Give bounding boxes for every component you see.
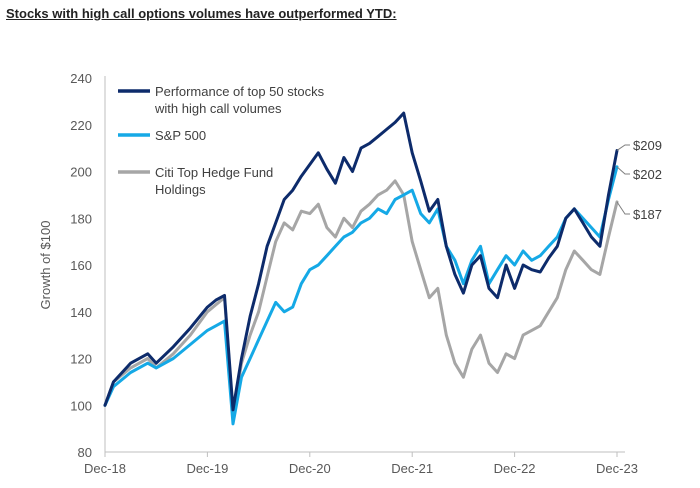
y-axis-label: Growth of $100 xyxy=(38,221,53,310)
series-lines xyxy=(103,111,619,426)
y-tick-label: 240 xyxy=(70,71,92,86)
y-tick-label: 120 xyxy=(70,352,92,367)
end-labels: $209 $202 $187 xyxy=(616,138,662,222)
y-tick-label: 220 xyxy=(70,118,92,133)
legend-label: Citi Top Hedge Fund xyxy=(155,165,273,180)
y-tick-label: 100 xyxy=(70,398,92,413)
x-tick-label: Dec-22 xyxy=(494,461,536,476)
axes: 80 100 120 140 160 180 200 220 240 Dec-18 Dec-19 De… xyxy=(38,71,638,476)
series-line-0 xyxy=(103,111,619,412)
end-label: $187 xyxy=(633,207,662,222)
end-label-leader xyxy=(616,144,630,151)
legend-label: Performance of top 50 stocks xyxy=(155,84,325,99)
legend-label: Holdings xyxy=(155,182,206,197)
end-label-leader xyxy=(616,201,630,215)
x-tick-label: Dec-19 xyxy=(186,461,228,476)
legend-label: with high call volumes xyxy=(154,101,282,116)
y-tick-label: 140 xyxy=(70,305,92,320)
x-tick-label: Dec-20 xyxy=(289,461,331,476)
series-line-2 xyxy=(103,179,619,417)
legend-label: S&P 500 xyxy=(155,128,206,143)
y-tick-label: 180 xyxy=(70,211,92,226)
end-label-leader xyxy=(616,166,630,175)
y-tick-label: 80 xyxy=(78,445,92,460)
end-label: $202 xyxy=(633,167,662,182)
series-line-1 xyxy=(103,165,619,426)
x-tick-label: Dec-21 xyxy=(391,461,433,476)
legend: Performance of top 50 stocks with high ca… xyxy=(118,84,325,197)
chart-title: Stocks with high call options volumes ha… xyxy=(6,6,397,21)
x-tick-label: Dec-23 xyxy=(596,461,638,476)
y-tick-label: 160 xyxy=(70,258,92,273)
x-tick-label: Dec-18 xyxy=(84,461,126,476)
end-label: $209 xyxy=(633,138,662,153)
y-tick-label: 200 xyxy=(70,165,92,180)
